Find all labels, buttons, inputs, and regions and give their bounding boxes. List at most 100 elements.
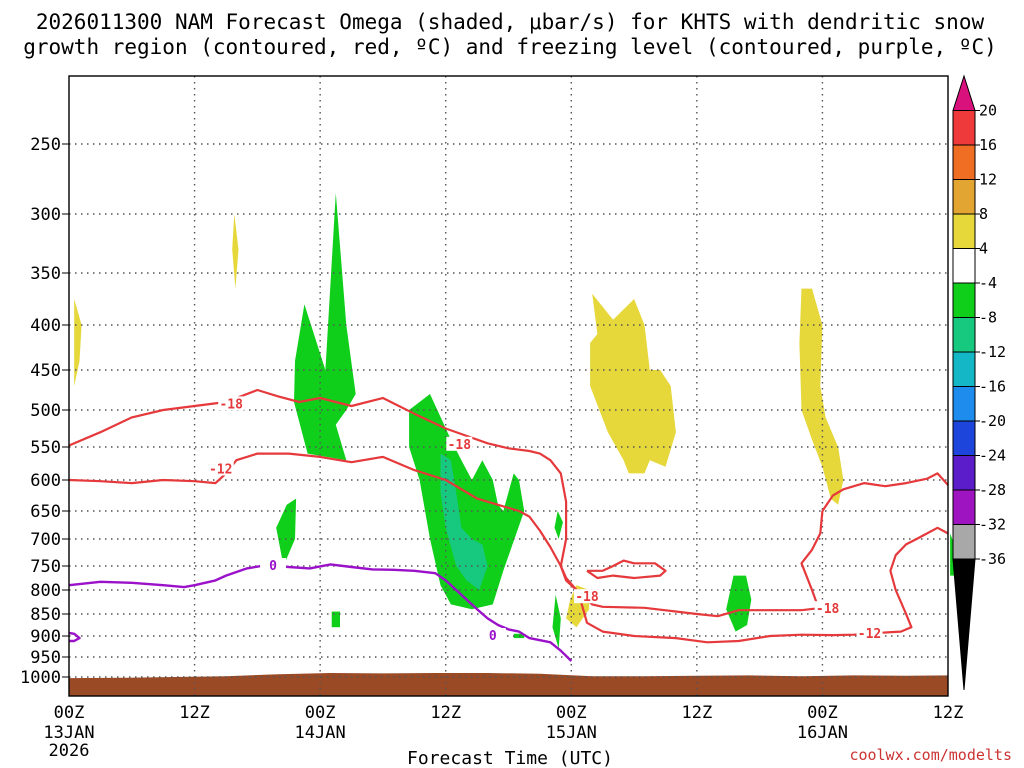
- dgz-contour-4: [864, 526, 949, 634]
- y-tick-label: 300: [30, 205, 61, 225]
- omega-region-5: [409, 394, 525, 610]
- contour-label: -18: [219, 397, 243, 412]
- colorbar-label: 20: [979, 102, 997, 120]
- freezing-contour-0: [68, 563, 573, 662]
- contour-label: -12: [858, 627, 881, 642]
- contour-label-bg: [446, 436, 473, 451]
- x-tick-label: 16JAN: [797, 723, 848, 743]
- y-tick-label: 500: [30, 401, 61, 421]
- omega-region-9: [726, 575, 752, 632]
- colorbar-label: 4: [979, 240, 988, 258]
- x-tick-label: 12Z: [933, 703, 964, 723]
- x-tick-label: 13JAN: [43, 723, 94, 743]
- plot-area: -18 -12 -18 -18 -18 -12 0 0: [68, 75, 955, 697]
- contour-label-bg: [260, 558, 287, 572]
- x-tick-label: 2026: [49, 741, 90, 761]
- x-tick-label: 15JAN: [546, 723, 597, 743]
- chart-title-line1: 2026011300 NAM Forecast Omega (shaded, μ…: [36, 10, 985, 34]
- colorbar-band-12: [952, 489, 976, 525]
- plot-frame: [68, 75, 949, 697]
- contour-label-bg: [814, 601, 841, 616]
- colorbar-band-11: [952, 455, 976, 491]
- x-tick-label: 12Z: [430, 703, 461, 723]
- colorbar-band-13: [952, 524, 976, 560]
- contour-labels: -18 -12 -18 -18 -18 -12 0 0: [207, 396, 883, 644]
- x-tick-label: 12Z: [681, 703, 712, 723]
- contour-label-bg: [573, 589, 600, 604]
- contour-label: -18: [816, 602, 840, 617]
- colorbar-label: 16: [979, 136, 997, 154]
- omega-region-3: [276, 498, 297, 566]
- y-tick-label: 400: [30, 316, 61, 336]
- contour-label: -12: [209, 462, 232, 477]
- y-tick-label: 600: [30, 471, 61, 491]
- colorbar-band-5: [952, 248, 976, 284]
- y-tick-label: 450: [30, 361, 61, 381]
- freezing-contour-1: [68, 631, 81, 643]
- contour-label-bg: [207, 461, 234, 476]
- y-tick-label: 350: [30, 264, 61, 284]
- colorbar-label: -8: [979, 309, 997, 327]
- colorbar-label: -24: [979, 447, 1006, 465]
- x-tick-label: 00Z: [807, 703, 838, 723]
- omega-region-0: [74, 299, 82, 386]
- dgz-contour-2: [586, 559, 667, 580]
- x-tick-label: 00Z: [556, 703, 587, 723]
- y-tick-label: 800: [30, 581, 61, 601]
- y-tick-label: 1000: [20, 668, 61, 688]
- y-tick-label: 700: [30, 530, 61, 550]
- colorbar-label: -36: [979, 550, 1006, 568]
- y-tick-label: 650: [30, 502, 61, 522]
- omega-region-11: [440, 453, 488, 590]
- colorbar-band-4: [952, 213, 976, 249]
- omega-region-12: [590, 293, 676, 474]
- colorbar-label: 12: [979, 171, 997, 189]
- chart-title-line2: growth region (contoured, red, ºC) and f…: [23, 35, 997, 59]
- colorbar-band-7: [952, 317, 976, 353]
- colorbar-label: -4: [979, 274, 997, 292]
- colorbar-band-3: [952, 179, 976, 215]
- colorbar-band-10: [952, 420, 976, 456]
- colorbar-band-6: [952, 282, 976, 318]
- omega-region-4: [331, 611, 340, 628]
- omega-region-14: [799, 288, 844, 505]
- colorbar-band-1: [952, 110, 976, 146]
- contour-label: -18: [448, 438, 472, 453]
- omega-shading: [74, 193, 955, 649]
- terrain: [69, 673, 948, 696]
- x-tick-label: 12Z: [179, 703, 210, 723]
- colorbar-label: -20: [979, 412, 1006, 430]
- x-tick-label: 14JAN: [295, 723, 346, 743]
- contour-label: -18: [575, 590, 599, 605]
- omega-region-1: [232, 214, 239, 289]
- contour-label-bg: [856, 625, 883, 640]
- y-tick-label: 900: [30, 627, 61, 647]
- y-tick-label: 950: [30, 648, 61, 668]
- contour-label: 0: [269, 559, 277, 574]
- contour-label: 0: [489, 629, 497, 644]
- dgz-contour-3: [821, 472, 949, 512]
- omega-region-2: [294, 193, 356, 461]
- omega-region-8: [552, 594, 561, 649]
- x-tick-label: 00Z: [54, 703, 85, 723]
- y-axis: 2503003504004505005506006507007508008509…: [20, 135, 69, 688]
- y-tick-label: 850: [30, 605, 61, 625]
- credit-text: coolwx.com/modelts: [849, 746, 1012, 764]
- colorbar-band-2: [952, 144, 976, 180]
- omega-region-6: [513, 633, 525, 639]
- y-tick-label: 550: [30, 438, 61, 458]
- dgz-contour-0: [68, 388, 823, 618]
- colorbar-bottom-arrow: [952, 558, 976, 691]
- x-tick-label: 00Z: [305, 703, 336, 723]
- colorbar: 20 16 12 8 4 -4 -8 -12 -16 -20 -24 -28 -32 -36: [952, 74, 1006, 691]
- x-axis-label: Forecast Time (UTC): [407, 748, 613, 768]
- terrain-fill: [69, 673, 948, 696]
- y-tick-label: 750: [30, 557, 61, 577]
- colorbar-band-9: [952, 386, 976, 422]
- y-tick-label: 250: [30, 135, 61, 155]
- contour-label-bg: [479, 628, 506, 642]
- omega-region-7: [554, 511, 563, 539]
- colorbar-top-arrow: [952, 74, 976, 111]
